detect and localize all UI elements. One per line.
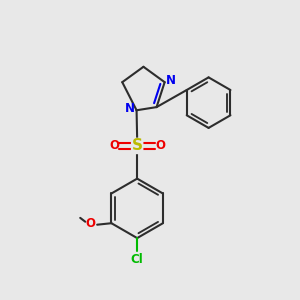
Text: N: N xyxy=(125,102,135,115)
Text: O: O xyxy=(109,140,119,152)
Text: S: S xyxy=(132,138,143,153)
Text: Cl: Cl xyxy=(131,253,143,266)
Text: N: N xyxy=(166,74,176,87)
Text: O: O xyxy=(85,217,95,230)
Text: O: O xyxy=(155,140,165,152)
